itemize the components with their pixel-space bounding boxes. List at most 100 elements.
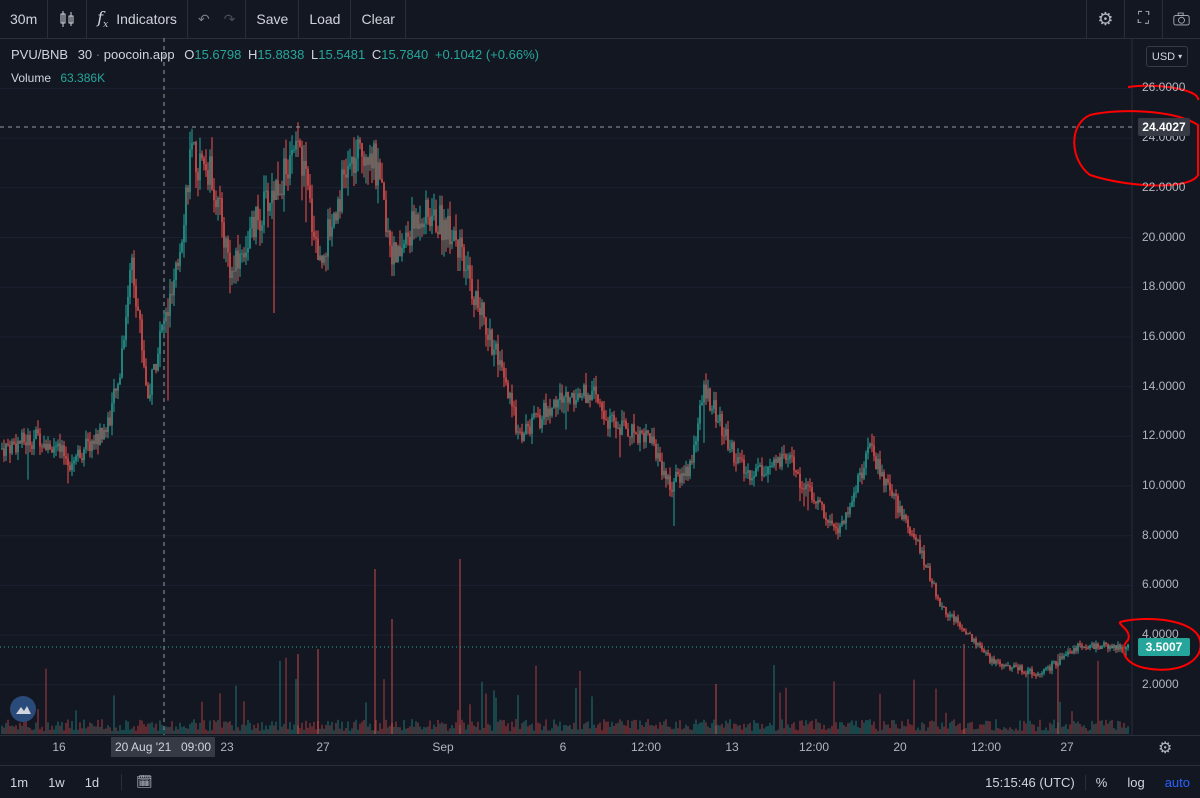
candle-body [625,420,627,429]
time-axis[interactable] [0,735,1200,764]
candle-body [927,566,929,568]
volume-bar [675,721,677,734]
auto-toggle[interactable]: auto [1164,774,1190,790]
volume-bar [551,728,553,734]
candle-body [537,414,539,416]
volume-bar [169,726,171,734]
screenshot-button[interactable] [1162,0,1200,38]
volume-bar [17,729,19,734]
candle-body [305,160,307,169]
volume-bar [1107,723,1109,734]
candle-body [551,407,553,416]
candle-body [695,441,697,445]
candle-body [313,231,315,237]
undo-icon[interactable]: ↶ [197,10,210,27]
candle-body [691,460,693,463]
volume-bar [583,723,585,734]
candle-body [915,537,917,541]
volume-bar [231,725,233,734]
candle-body [835,526,837,529]
function-icon: fx [97,7,109,31]
interval-button[interactable]: 30m [0,0,49,38]
candle-body [697,423,699,442]
volume-bar [151,722,153,734]
volume-bar [615,723,617,734]
volume-bar [143,724,145,734]
volume-bar [141,720,143,734]
volume-bar [805,720,807,734]
volume-bar [1035,730,1037,734]
indicators-button[interactable]: fx Indicators [87,0,188,38]
volume-bar [503,719,505,734]
volume-bar [671,729,673,734]
candle-body [397,246,399,263]
annotation-circle-top [1073,84,1199,187]
candle-body [667,475,669,480]
settings-button[interactable]: ⚙ [1086,0,1124,38]
candle-body [771,465,773,467]
volume-bar [599,722,601,734]
candle-body [381,178,383,183]
candle-body [829,520,831,523]
volume-bar [949,722,951,734]
volume-bar [823,724,825,734]
volume-bar [27,727,29,734]
price-tick-label: 8.0000 [1142,527,1179,542]
axis-settings-icon[interactable]: ⚙ [1158,740,1173,757]
volume-bar [293,724,295,734]
fullscreen-button[interactable]: ⛶ [1124,0,1162,38]
volume-bar [899,728,901,734]
volume-bar [165,726,167,734]
volume-bar [519,729,521,734]
candle-body [591,390,593,401]
volume-bar [851,720,853,734]
volume-bar [829,728,831,734]
candle-body [977,643,979,646]
load-button[interactable]: Load [299,0,352,38]
volume-bar [863,722,865,734]
volume-bar [341,721,343,734]
volume-bar [39,729,41,734]
candle-body [701,402,703,406]
volume-bar [843,725,845,734]
save-button[interactable]: Save [246,0,300,38]
volume-bar [63,730,65,734]
candle-body [913,533,915,538]
volume-bar [289,722,291,734]
candle-body [677,471,679,475]
candle-body [519,431,521,433]
volume-bar [337,719,339,734]
candle-body [351,156,353,164]
volume-bar [87,726,89,734]
currency-select[interactable]: USD ▾ [1146,46,1188,67]
clear-button[interactable]: Clear [351,0,406,38]
undo-redo-group: ↶ ↷ [188,0,247,38]
volume-bar [93,726,95,734]
candle-body [231,270,233,279]
volume-bar [51,725,53,734]
goto-date-icon[interactable]: 🗓 [121,774,163,790]
volume-bar [701,722,703,734]
price-tick-label: 12.0000 [1142,428,1186,443]
redo-icon[interactable]: ↷ [223,10,236,27]
candle-body [565,391,567,398]
candle-body [931,580,933,584]
volume-bar [705,722,707,734]
candle-body [617,427,619,429]
volume-bar [939,729,941,734]
range-1w[interactable]: 1w [48,774,65,790]
candle-body [715,400,717,422]
chart-type-button[interactable] [48,0,88,38]
volume-bar [681,729,683,734]
percent-toggle[interactable]: % [1095,774,1108,790]
range-1d[interactable]: 1d [84,774,100,790]
volume-bar [121,730,123,734]
volume-bar [433,724,435,734]
log-toggle[interactable]: log [1127,774,1145,790]
volume-bar [1049,722,1051,734]
tradingview-logo[interactable] [10,696,36,722]
candle-body [321,255,323,263]
range-1m[interactable]: 1m [10,774,29,790]
candle-body [441,205,443,241]
